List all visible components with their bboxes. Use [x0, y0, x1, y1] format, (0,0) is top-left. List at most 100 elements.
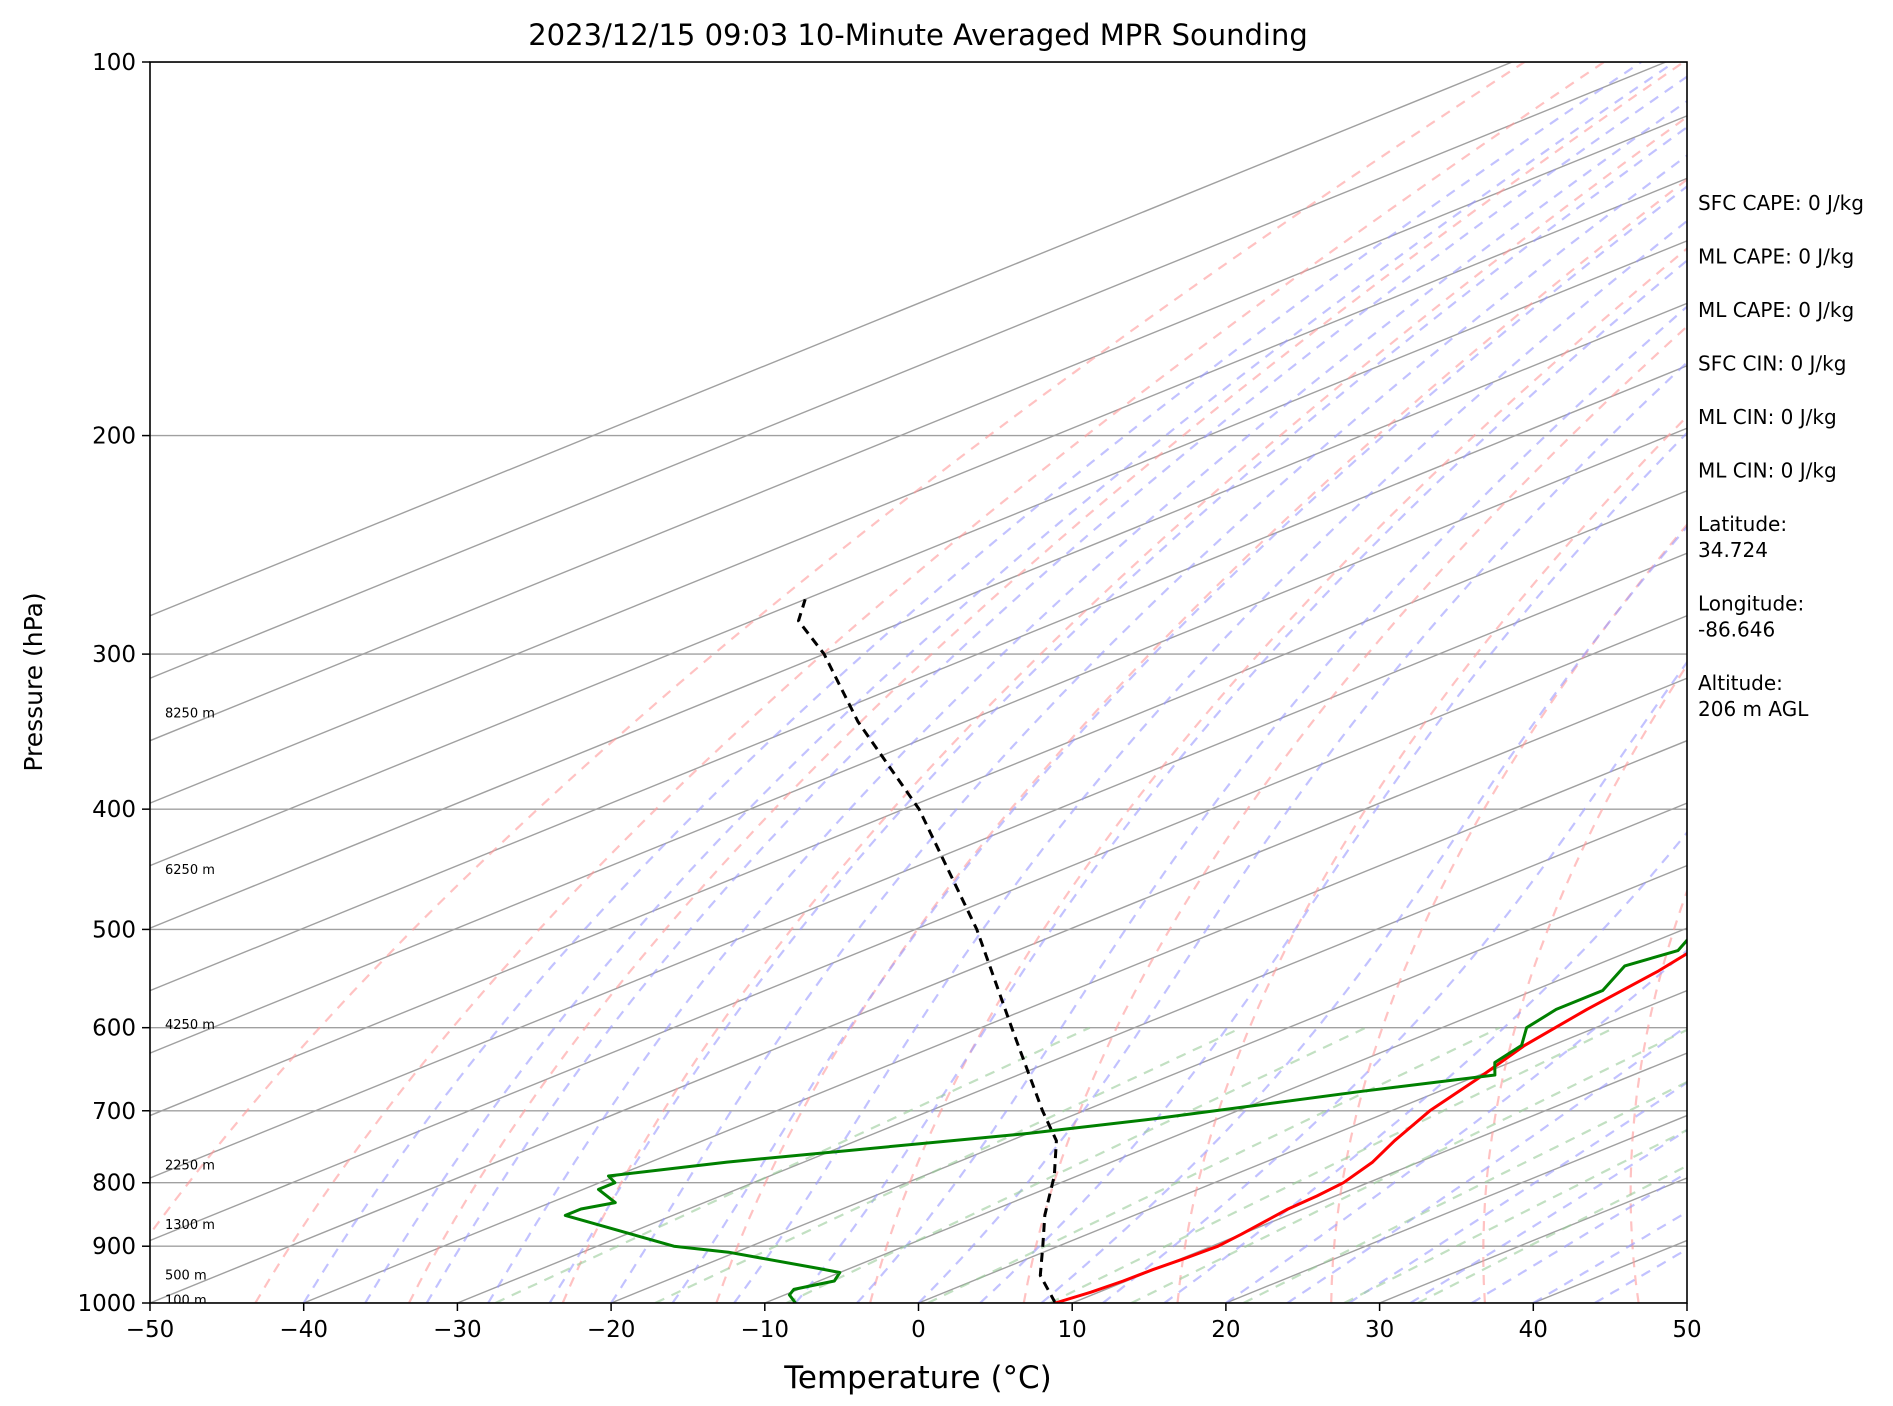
y-tick-label: 300 [92, 642, 136, 668]
stats-line: ML CAPE: 0 J/kg [1698, 245, 1854, 269]
height-label: 2250 m [165, 1159, 215, 1174]
dry-adiabat [254, 62, 1605, 1303]
moist-adiabat [671, 185, 1687, 1303]
isotherm-line [303, 739, 1687, 1303]
y-tick-label: 200 [92, 424, 136, 450]
stats-entry: Altitude: 206 m AGL [1698, 671, 1809, 721]
stats-line: 34.724 [1698, 538, 1768, 562]
x-tick-label: 20 [1211, 1317, 1240, 1343]
stats-line: SFC CAPE: 0 J/kg [1698, 191, 1864, 215]
mixing-ratio-line [1130, 1028, 1687, 1303]
x-tick-label: 40 [1519, 1317, 1548, 1343]
height-label: 4250 m [165, 1018, 215, 1033]
isotherm-line [150, 677, 1687, 1303]
mixing-ratio-line [1049, 1026, 1616, 1303]
y-axis-ticks: 1000 900 800 700 600 500 400 300 200 100 [77, 50, 150, 1317]
isotherm-line [764, 927, 1687, 1303]
isotherm-line [150, 552, 1687, 1179]
isotherm-line [150, 365, 1687, 992]
isotherm-line [150, 115, 1687, 742]
sounding-stats-panel: SFC CAPE: 0 J/kg ML CAPE: 0 J/kg ML CAPE: … [1698, 191, 1864, 721]
stats-entry: ML CIN: 0 J/kg [1698, 405, 1837, 429]
plot-area: 100 m 500 m 1300 m 2250 m 4250 m 6250 m 8250 m [150, 62, 1687, 1303]
stats-line: Latitude: [1698, 512, 1787, 536]
x-axis-label: Temperature (°C) [783, 1360, 1052, 1396]
isotherm-line [150, 302, 1687, 929]
y-tick-label: 400 [92, 797, 136, 823]
y-tick-label: 1000 [77, 1291, 136, 1317]
x-tick-label: −20 [587, 1317, 636, 1343]
y-tick-label: 600 [92, 1016, 136, 1042]
y-tick-label: 700 [92, 1099, 136, 1125]
x-tick-label: 10 [1058, 1317, 1087, 1343]
isotherm-line [150, 427, 1687, 1054]
y-tick-label: 500 [92, 917, 136, 943]
stats-line: ML CIN: 0 J/kg [1698, 405, 1837, 429]
x-tick-label: 0 [911, 1317, 926, 1343]
mixing-ratio-line [494, 1026, 1091, 1303]
dewpoint-line [563, 938, 1687, 1303]
stats-line: Longitude: [1698, 592, 1804, 616]
chart-title: 2023/12/15 09:03 10-Minute Averaged MPR … [528, 18, 1308, 52]
skewed-isotherms [150, 62, 1687, 1303]
y-tick-label: 100 [92, 50, 136, 76]
x-tick-label: −30 [433, 1317, 482, 1343]
moist-adiabat [794, 259, 1687, 1303]
stats-entry: SFC CIN: 0 J/kg [1698, 352, 1846, 376]
moist-adiabat [487, 99, 1687, 1303]
moist-adiabat [1225, 949, 1687, 1303]
dry-adiabat [1482, 663, 1687, 1303]
dry-adiabat [715, 178, 1687, 1303]
moist-adiabat [1471, 1171, 1687, 1303]
x-tick-label: −10 [741, 1317, 790, 1343]
moist-adiabat [856, 305, 1687, 1303]
isotherm-line [150, 62, 1667, 679]
isotherm-line [150, 614, 1687, 1242]
isotherm-line [457, 802, 1687, 1303]
isotherm-line [1071, 1052, 1687, 1303]
y-tick-label: 800 [92, 1171, 136, 1197]
stats-entry: Longitude: -86.646 [1698, 592, 1804, 642]
stats-entry: ML CAPE: 0 J/kg [1698, 245, 1854, 269]
sounding-series [563, 598, 1687, 1303]
dry-adiabat [1176, 414, 1687, 1303]
stats-line: SFC CIN: 0 J/kg [1698, 352, 1846, 376]
dry-adiabat [1629, 888, 1687, 1303]
moist-adiabat [979, 431, 1687, 1303]
isotherm-line [150, 177, 1687, 804]
stats-line: ML CIN: 0 J/kg [1698, 459, 1837, 483]
y-axis-label: Pressure (hPa) [19, 592, 48, 771]
moist-adiabat [302, 62, 1642, 1303]
stats-entry: Latitude: 34.724 [1698, 512, 1787, 562]
moist-adiabat [1040, 525, 1687, 1303]
isotherm-line [150, 62, 1513, 617]
dry-adiabat [1022, 325, 1687, 1303]
mixing-ratio-lines [494, 1026, 1687, 1303]
moist-adiabat [548, 125, 1687, 1303]
dry-adiabat [150, 62, 1526, 1236]
mixing-ratio-line [1243, 1080, 1687, 1303]
moist-adiabat [1409, 1128, 1687, 1303]
stats-line: -86.646 [1698, 618, 1775, 642]
parcel-profile-line [797, 598, 1058, 1303]
isotherm-line [150, 490, 1687, 1117]
stats-line: 206 m AGL [1698, 697, 1809, 721]
moist-adiabat [1163, 830, 1687, 1303]
dry-adiabat [1330, 523, 1687, 1303]
height-annotations: 100 m 500 m 1300 m 2250 m 4250 m 6250 m 8250 m [165, 707, 215, 1303]
height-label: 8250 m [165, 707, 215, 722]
stats-entry: ML CIN: 0 J/kg [1698, 459, 1837, 483]
dry-adiabat [869, 247, 1687, 1303]
stats-entry: SFC CAPE: 0 J/kg [1698, 191, 1864, 215]
x-tick-label: −40 [279, 1317, 328, 1343]
x-tick-label: 50 [1672, 1317, 1701, 1343]
y-tick-label: 900 [92, 1234, 136, 1260]
isotherm-line [610, 864, 1687, 1303]
height-label: 6250 m [165, 863, 215, 878]
dry-adiabats [150, 62, 1687, 1303]
x-tick-label: 30 [1365, 1317, 1394, 1343]
moist-adiabat [1102, 660, 1687, 1303]
moist-adiabat [917, 360, 1687, 1303]
stats-line: ML CAPE: 0 J/kg [1698, 298, 1854, 322]
mixing-ratio-line [786, 1026, 1367, 1303]
